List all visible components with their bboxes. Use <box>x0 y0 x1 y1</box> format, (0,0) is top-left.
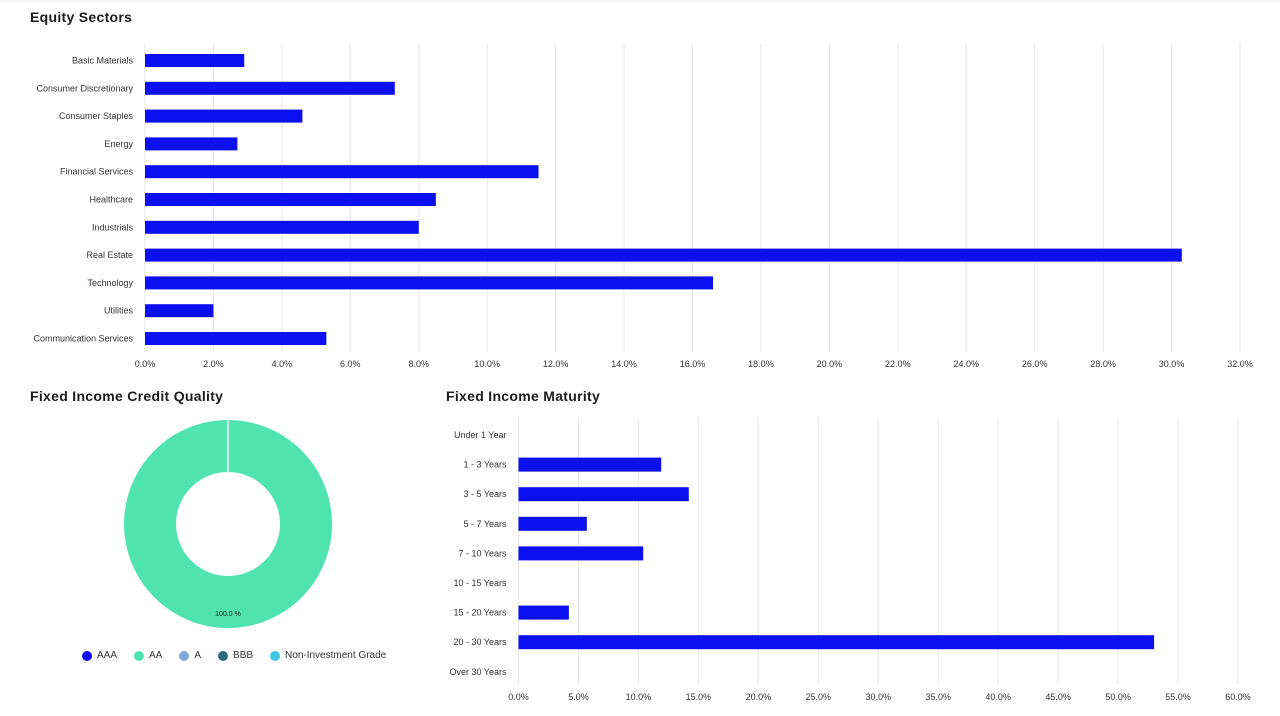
category-label-technology: Technology <box>87 278 133 288</box>
donut-data-label: 100.0 % <box>215 611 241 618</box>
bar-7-10-years <box>519 546 644 560</box>
x-tick-label: 35.0% <box>925 692 951 702</box>
bar-healthcare <box>145 193 436 206</box>
legend-item-bbb[interactable]: BBB <box>218 650 253 661</box>
bar-1-3-years <box>519 458 662 472</box>
x-tick-label: 2.0% <box>203 359 224 369</box>
x-tick-label: 6.0% <box>340 359 361 369</box>
category-label-consumer-staples: Consumer Staples <box>59 111 134 121</box>
legend-label: BBB <box>233 650 253 661</box>
x-tick-label: 15.0% <box>686 692 712 702</box>
x-tick-label: 45.0% <box>1045 692 1071 702</box>
equity-sectors-chart: 0.0% 2.0% 4.0% 6.0% 8.0% 10.0% 12.0% 14.0% 16.0%… <box>0 40 1280 380</box>
x-tick-label: 40.0% <box>985 692 1011 702</box>
bar-basic-materials <box>145 54 244 67</box>
x-tick-label: 12.0% <box>543 359 569 369</box>
x-tick-label: 28.0% <box>1090 359 1116 369</box>
category-label-industrials: Industrials <box>92 222 134 232</box>
x-tick-label: 55.0% <box>1165 692 1191 702</box>
x-tick-label: 20.0% <box>817 359 843 369</box>
legend-label: A <box>194 650 201 661</box>
bar-communication-services <box>145 332 326 345</box>
x-tick-label: 60.0% <box>1225 692 1251 702</box>
x-tick-label: 10.0% <box>626 692 652 702</box>
legend-item-aaa[interactable]: AAA <box>82 650 117 661</box>
category-label-financial-services: Financial Services <box>60 167 134 177</box>
bar-utilities <box>145 304 213 317</box>
x-tick-label: 10.0% <box>474 359 500 369</box>
bar-technology <box>145 276 713 289</box>
x-tick-label: 30.0% <box>865 692 891 702</box>
legend-swatch <box>270 651 280 661</box>
credit-quality-title: Fixed Income Credit Quality <box>30 388 223 404</box>
x-tick-label: 5.0% <box>568 692 589 702</box>
category-label-10-15-years: 10 - 15 Years <box>453 578 507 588</box>
fixed-income-maturity-chart: 0.0% 5.0% 10.0% 15.0% 20.0% 25.0% 30.0% 35.0% 40… <box>430 418 1280 716</box>
bar-3-5-years <box>519 487 689 501</box>
x-tick-label: 22.0% <box>885 359 911 369</box>
category-label-over-30-years: Over 30 Years <box>449 667 507 677</box>
x-tick-label: 16.0% <box>680 359 706 369</box>
legend-label: Non-Investment Grade <box>285 650 386 661</box>
x-tick-label: 8.0% <box>408 359 429 369</box>
category-label-5-7-years: 5 - 7 Years <box>463 519 507 529</box>
bar-industrials <box>145 221 419 234</box>
bar-consumer-discretionary <box>145 82 395 95</box>
category-label-under-1-year: Under 1 Year <box>454 430 507 440</box>
x-tick-label: 20.0% <box>746 692 772 702</box>
bar-consumer-staples <box>145 110 302 123</box>
x-tick-label: 24.0% <box>953 359 979 369</box>
x-tick-label: 18.0% <box>748 359 774 369</box>
legend-swatch <box>179 651 189 661</box>
x-tick-label: 0.0% <box>135 359 156 369</box>
category-label-20-30-years: 20 - 30 Years <box>453 637 507 647</box>
x-tick-label: 32.0% <box>1227 359 1253 369</box>
bar-15-20-years <box>519 606 569 620</box>
bar-real-estate <box>145 249 1182 262</box>
category-label-7-10-years: 7 - 10 Years <box>458 548 507 558</box>
legend-swatch <box>218 651 228 661</box>
equity-sectors-title: Equity Sectors <box>30 9 132 25</box>
category-label-1-3-years: 1 - 3 Years <box>463 460 507 470</box>
bar-energy <box>145 137 237 150</box>
x-tick-label: 0.0% <box>508 692 529 702</box>
x-tick-label: 4.0% <box>272 359 293 369</box>
legend-label: AAA <box>97 650 117 661</box>
category-label-real-estate: Real Estate <box>86 250 133 260</box>
category-label-3-5-years: 3 - 5 Years <box>463 489 507 499</box>
category-label-energy: Energy <box>104 139 133 149</box>
bar-20-30-years <box>519 635 1155 649</box>
legend-item-non-investment-grade[interactable]: Non-Investment Grade <box>270 650 386 661</box>
legend-label: AA <box>149 650 162 661</box>
x-tick-label: 50.0% <box>1105 692 1131 702</box>
bar-5-7-years <box>519 517 587 531</box>
x-tick-label: 14.0% <box>611 359 637 369</box>
top-divider <box>0 0 1280 4</box>
legend-item-aa[interactable]: AA <box>134 650 162 661</box>
bar-financial-services <box>145 165 539 178</box>
legend-swatch <box>82 651 92 661</box>
maturity-title: Fixed Income Maturity <box>446 388 600 404</box>
x-tick-label: 25.0% <box>806 692 832 702</box>
category-label-15-20-years: 15 - 20 Years <box>453 608 507 618</box>
legend-item-a[interactable]: A <box>179 650 201 661</box>
credit-quality-legend: AAA AA A BBB Non-Investment Grade <box>82 650 403 661</box>
credit-quality-donut-chart: 100.0 % <box>110 410 350 640</box>
x-tick-label: 26.0% <box>1022 359 1048 369</box>
category-label-communication-services: Communication Services <box>33 334 133 344</box>
category-label-basic-materials: Basic Materials <box>72 56 134 66</box>
category-label-consumer-discretionary: Consumer Discretionary <box>36 83 133 93</box>
category-label-utilities: Utilities <box>104 306 134 316</box>
x-tick-label: 30.0% <box>1159 359 1185 369</box>
category-label-healthcare: Healthcare <box>89 195 133 205</box>
legend-swatch <box>134 651 144 661</box>
